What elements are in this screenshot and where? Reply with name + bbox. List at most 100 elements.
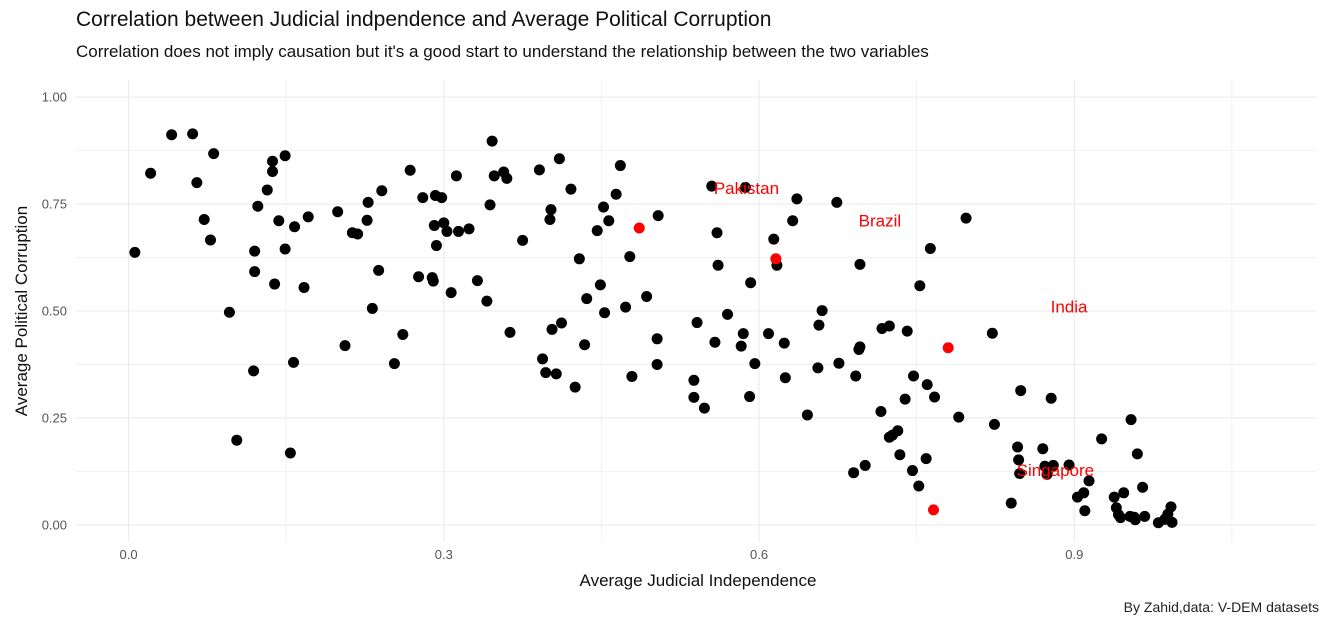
data-point	[599, 307, 611, 319]
x-axis-title: Average Judicial Independence	[580, 571, 817, 590]
data-point	[373, 264, 385, 276]
data-point	[450, 170, 462, 182]
data-point	[1166, 516, 1178, 528]
data-point	[481, 295, 493, 307]
data-point	[248, 365, 260, 377]
data-point	[339, 340, 351, 352]
data-point	[581, 293, 593, 305]
data-point	[641, 290, 653, 302]
highlight-points	[633, 222, 954, 516]
highlight-point-india	[942, 342, 954, 354]
data-point	[208, 148, 220, 160]
data-point	[779, 372, 791, 384]
data-point	[833, 357, 845, 369]
highlight-point-singapore	[927, 504, 939, 516]
data-point	[892, 425, 904, 437]
data-point	[366, 302, 378, 314]
data-point	[831, 196, 843, 208]
data-point	[1131, 448, 1143, 460]
data-point	[544, 213, 556, 225]
data-point	[1005, 497, 1017, 509]
y-tick-label: 0.25	[42, 410, 67, 425]
data-point	[722, 308, 734, 320]
data-point	[988, 418, 1000, 430]
data-point	[883, 320, 895, 332]
data-point	[361, 214, 373, 226]
data-point	[565, 183, 577, 195]
data-point	[712, 259, 724, 271]
data-point	[388, 358, 400, 370]
data-point	[223, 306, 235, 318]
data-point	[436, 192, 448, 204]
data-point	[698, 402, 710, 414]
data-point	[569, 381, 581, 393]
data-point	[289, 221, 301, 233]
data-point	[908, 370, 920, 382]
data-point	[376, 185, 388, 197]
data-point	[486, 135, 498, 147]
data-point	[249, 266, 261, 278]
data-point	[438, 217, 450, 229]
data-point	[624, 251, 636, 263]
country-labels: Pakistan Brazil India Singapore	[714, 179, 1094, 480]
y-tick-label: 0.75	[42, 197, 67, 212]
data-point	[1108, 491, 1120, 503]
data-point	[813, 319, 825, 331]
minor-gridlines	[76, 80, 1316, 542]
data-point	[537, 353, 549, 365]
data-point	[960, 212, 972, 224]
data-point	[1037, 443, 1049, 455]
data-point	[1096, 433, 1108, 445]
data-point	[875, 406, 887, 418]
data-point	[651, 333, 663, 345]
data-point	[594, 279, 606, 291]
data-point	[953, 411, 965, 423]
data-point	[921, 379, 933, 391]
data-point	[463, 223, 475, 235]
data-point	[546, 323, 558, 335]
data-point	[484, 199, 496, 211]
x-tick-label: 0.9	[1065, 547, 1083, 562]
data-point	[737, 328, 749, 340]
data-point	[284, 447, 296, 459]
data-point	[540, 367, 552, 379]
data-point	[1015, 385, 1027, 397]
data-point	[1118, 487, 1130, 499]
data-point	[553, 153, 565, 165]
data-point	[920, 453, 932, 465]
data-point	[652, 210, 664, 222]
country-label-brazil: Brazil	[859, 211, 902, 230]
data-point	[427, 275, 439, 287]
data-point	[533, 164, 545, 176]
data-point	[332, 206, 344, 218]
data-point	[166, 129, 178, 141]
data-point	[279, 243, 291, 255]
data-point	[859, 459, 871, 471]
data-point	[763, 328, 775, 340]
data-point	[129, 246, 141, 258]
y-axis-ticks: 0.00 0.25 0.50 0.75 1.00	[42, 90, 67, 533]
data-point	[501, 172, 513, 184]
data-point	[854, 341, 866, 353]
y-tick-label: 1.00	[42, 90, 67, 105]
data-point	[711, 227, 723, 239]
data-point	[626, 370, 638, 382]
data-point	[249, 245, 261, 257]
data-point	[517, 234, 529, 246]
data-point	[688, 391, 700, 403]
data-point	[504, 326, 516, 338]
x-tick-label: 0.6	[750, 547, 768, 562]
data-point	[899, 393, 911, 405]
data-point	[1115, 512, 1127, 524]
data-point	[854, 258, 866, 270]
data-point	[1083, 475, 1095, 487]
data-point	[709, 336, 721, 348]
data-point	[545, 204, 557, 216]
data-point	[688, 374, 700, 386]
data-point	[205, 234, 217, 246]
highlight-point-brazil	[770, 253, 782, 265]
data-point	[924, 243, 936, 255]
data-point	[1129, 514, 1141, 526]
data-point	[620, 301, 632, 313]
